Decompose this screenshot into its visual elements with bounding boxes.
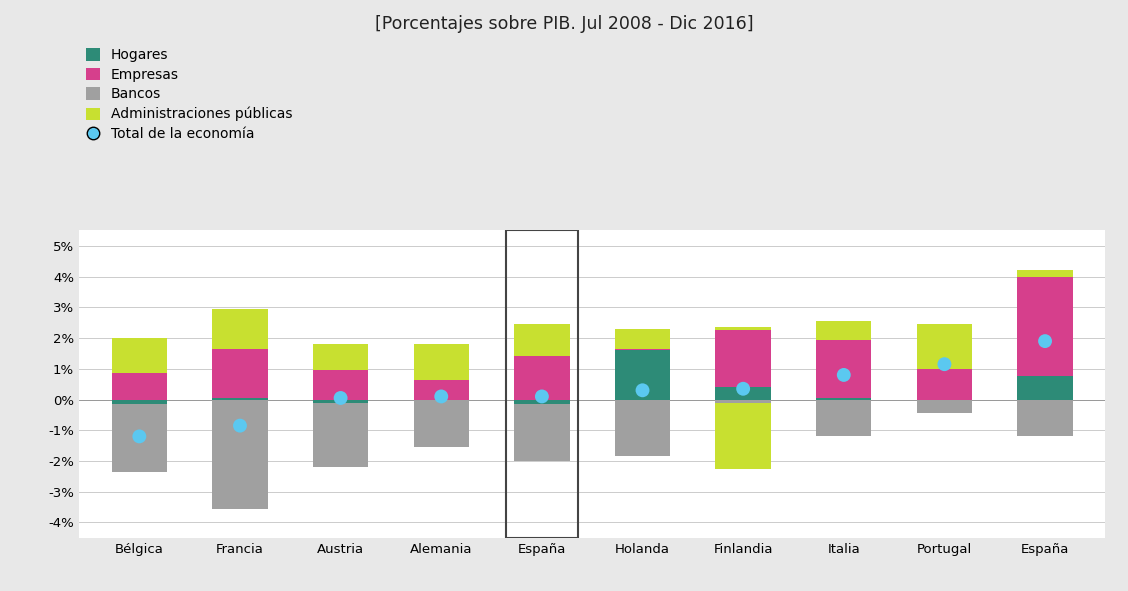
Point — [532, 392, 550, 401]
Bar — [506, 230, 578, 538]
Point — [131, 431, 149, 441]
Bar — [212, 398, 267, 400]
Bar — [715, 387, 770, 400]
Bar — [1017, 376, 1073, 400]
Point — [432, 392, 450, 401]
Bar — [917, 324, 972, 369]
Bar — [414, 400, 469, 447]
Point — [634, 385, 652, 395]
Bar — [715, 402, 770, 469]
Text: [Porcentajes sobre PIB. Jul 2008 - Dic 2016]: [Porcentajes sobre PIB. Jul 2008 - Dic 2… — [374, 15, 754, 33]
Bar — [312, 402, 368, 467]
Bar — [817, 400, 872, 436]
Bar — [312, 371, 368, 400]
Point — [835, 370, 853, 379]
Point — [231, 421, 249, 430]
Bar — [514, 324, 570, 356]
Point — [1036, 336, 1054, 346]
Bar — [212, 349, 267, 398]
Legend: Hogares, Empresas, Bancos, Administraciones públicas, Total de la economía: Hogares, Empresas, Bancos, Administracio… — [86, 48, 292, 141]
Bar — [715, 327, 770, 330]
Bar — [917, 369, 972, 400]
Bar — [1017, 277, 1073, 376]
Bar — [212, 309, 267, 349]
Bar — [414, 344, 469, 379]
Bar — [514, 356, 570, 400]
Bar — [212, 400, 267, 509]
Bar — [312, 400, 368, 402]
Bar — [615, 329, 670, 349]
Bar — [715, 400, 770, 402]
Bar — [112, 404, 167, 472]
Bar — [615, 349, 670, 350]
Bar — [817, 321, 872, 340]
Bar — [414, 379, 469, 400]
Bar — [514, 400, 570, 404]
Point — [332, 393, 350, 402]
Bar — [715, 330, 770, 387]
Point — [734, 384, 752, 394]
Bar — [615, 400, 670, 456]
Bar — [1017, 271, 1073, 277]
Bar — [112, 374, 167, 400]
Bar — [312, 344, 368, 371]
Bar — [817, 340, 872, 398]
Bar — [112, 400, 167, 404]
Bar — [112, 338, 167, 374]
Bar — [917, 400, 972, 413]
Bar — [817, 398, 872, 400]
Bar — [615, 350, 670, 400]
Bar — [514, 404, 570, 461]
Point — [935, 359, 953, 369]
Bar — [1017, 400, 1073, 436]
